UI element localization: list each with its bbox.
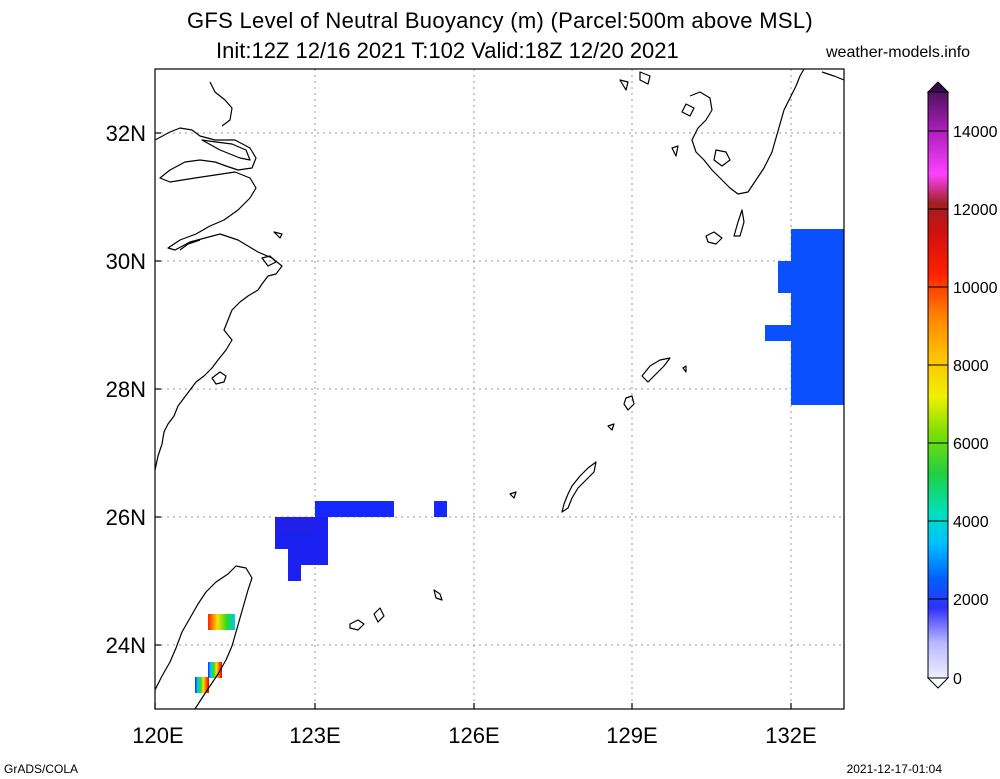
shade-taiwan-3	[195, 677, 209, 693]
axis-ticks	[154, 132, 792, 709]
lon-label-132e: 132E	[765, 723, 816, 748]
shade-east-stub	[765, 325, 792, 341]
colorbar-label-14000: 14000	[953, 124, 998, 141]
footer-timestamp: 2021-12-17-01:04	[846, 762, 942, 776]
lat-label-26n: 26N	[106, 505, 146, 530]
chart-title: GFS Level of Neutral Buoyancy (m) (Parce…	[186, 8, 813, 33]
colorbar-label-8000: 8000	[953, 358, 989, 375]
shade-block-tail	[288, 565, 301, 581]
shade-block-low	[288, 549, 328, 565]
map-grid	[155, 69, 844, 709]
lat-label-24n: 24N	[106, 633, 146, 658]
lnb-shading	[195, 229, 844, 693]
colorbar-top-arrow	[926, 81, 950, 93]
colorbar-bottom-arrow	[926, 677, 950, 689]
lon-label-129e: 129E	[606, 723, 657, 748]
lat-label-32n: 32N	[106, 121, 146, 146]
colorbar-label-2000: 2000	[953, 592, 989, 609]
axis-labels: 32N 30N 28N 26N 24N 120E 123E 126E 129E …	[106, 121, 817, 748]
colorbar-label-6000: 6000	[953, 436, 989, 453]
shade-band-dot	[434, 501, 447, 517]
lon-label-120e: 120E	[132, 723, 183, 748]
site-credit: weather-models.info	[826, 44, 971, 61]
shade-east-left	[778, 261, 792, 293]
colorbar-label-4000: 4000	[953, 514, 989, 531]
lat-label-30n: 30N	[106, 249, 146, 274]
shade-east-notch	[791, 325, 819, 357]
lon-label-123e: 123E	[289, 723, 340, 748]
lon-label-126e: 126E	[448, 723, 499, 748]
shade-band	[315, 501, 394, 517]
shade-block-top	[275, 517, 315, 533]
shade-east-tail	[818, 373, 844, 405]
lat-label-28n: 28N	[106, 377, 146, 402]
shade-east-notch2	[805, 357, 819, 373]
chart-subtitle: Init:12Z 12/16 2021 T:102 Valid:18Z 12/2…	[216, 38, 679, 63]
colorbar: 0 2000 4000 6000 8000 10000 12000 14000	[926, 81, 998, 689]
colorbar-label-0: 0	[953, 671, 962, 688]
footer-credit: GrADS/COLA	[4, 762, 79, 776]
colorbar-label-12000: 12000	[953, 202, 998, 219]
colorbar-label-10000: 10000	[953, 280, 998, 297]
coastlines	[155, 69, 844, 709]
shade-taiwan-1	[208, 614, 235, 630]
colorbar-fill	[927, 91, 949, 679]
